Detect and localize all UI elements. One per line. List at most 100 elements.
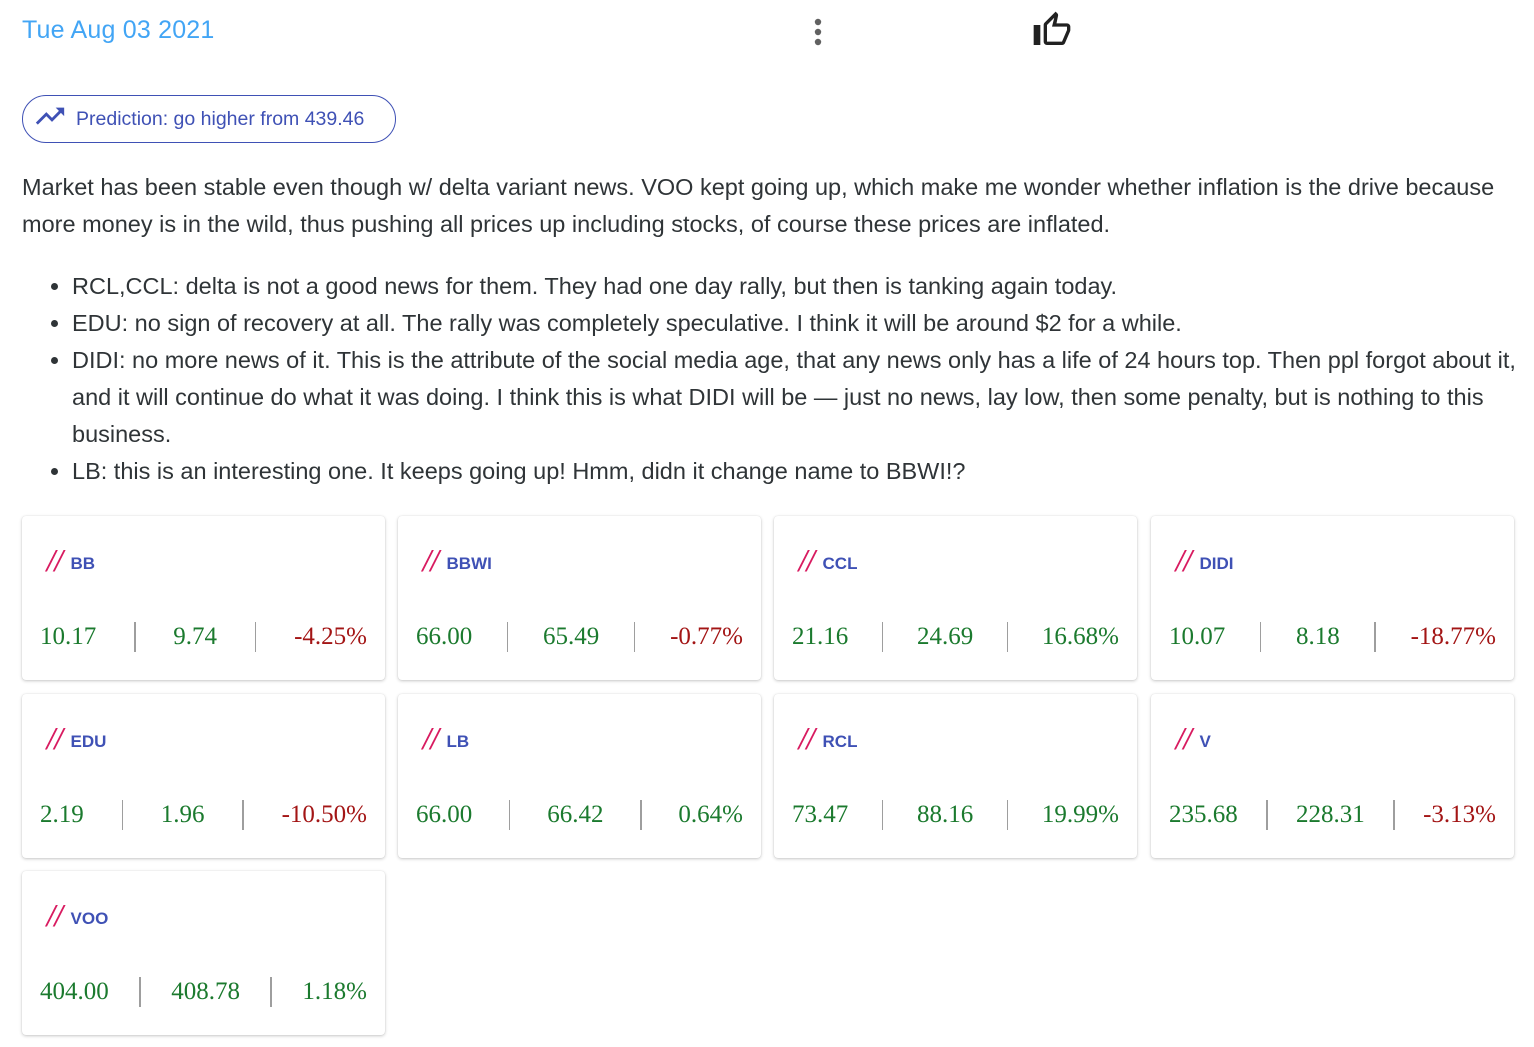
divider — [242, 800, 244, 830]
price-row: 10.07 8.18 -18.77% — [1169, 620, 1496, 654]
ticker-symbol[interactable]: EDU — [70, 732, 107, 751]
ticker-card-v[interactable]: // V 235.68 228.31 -3.13% — [1151, 694, 1514, 858]
list-item: EDU: no sign of recovery at all. The ral… — [72, 305, 1517, 342]
divider — [506, 622, 509, 652]
card-title: // EDU — [47, 724, 106, 754]
ticker-symbol[interactable]: RCL — [822, 732, 858, 751]
ticker-symbol[interactable]: VOO — [70, 909, 109, 928]
ticker-symbol[interactable]: LB — [446, 732, 470, 751]
price-row: 21.16 24.69 16.68% — [792, 620, 1119, 654]
ticker-card-lb[interactable]: // LB 66.00 66.42 0.64% — [398, 694, 761, 858]
price-row: 66.00 66.42 0.64% — [416, 798, 743, 832]
price-row: 235.68 228.31 -3.13% — [1169, 798, 1496, 832]
divider — [1374, 622, 1376, 652]
start-price: 235.68 — [1169, 801, 1238, 828]
percent-change: -4.25% — [294, 623, 367, 650]
start-price: 66.00 — [416, 623, 473, 650]
percent-change: -18.77% — [1410, 623, 1496, 650]
list-item: LB: this is an interesting one. It keeps… — [72, 453, 1517, 490]
slashes-decoration: // — [423, 546, 440, 576]
price-row: 66.00 65.49 -0.77% — [416, 620, 743, 654]
start-price: 10.07 — [1169, 623, 1226, 650]
end-price: 9.74 — [173, 623, 218, 650]
divider — [881, 800, 884, 830]
divider — [640, 800, 642, 830]
end-price: 65.49 — [543, 623, 600, 650]
entry-date: Tue Aug 03 2021 — [22, 16, 215, 44]
ticker-card-ccl[interactable]: // CCL 21.16 24.69 16.68% — [774, 516, 1137, 680]
entry-header: Tue Aug 03 2021 — [0, 0, 1534, 64]
card-title: // LB — [423, 724, 469, 754]
ticker-notes-list: RCL,CCL: delta is not a good news for th… — [22, 268, 1517, 490]
divider — [134, 622, 136, 652]
card-title: // VOO — [47, 901, 108, 931]
slashes-decoration: // — [1176, 724, 1193, 754]
start-price: 73.47 — [792, 801, 849, 828]
divider — [1006, 800, 1009, 830]
price-row: 10.17 9.74 -4.25% — [40, 620, 367, 654]
start-price: 404.00 — [40, 978, 109, 1005]
start-price: 10.17 — [40, 623, 97, 650]
price-row: 404.00 408.78 1.18% — [40, 975, 367, 1009]
divider — [254, 622, 257, 652]
divider — [633, 622, 636, 652]
slashes-decoration: // — [47, 546, 64, 576]
percent-change: 1.18% — [302, 978, 367, 1005]
price-row: 2.19 1.96 -10.50% — [40, 798, 367, 832]
card-title: // V — [1176, 724, 1211, 754]
divider — [1006, 622, 1009, 652]
divider — [139, 977, 141, 1007]
percent-change: 19.99% — [1041, 801, 1119, 828]
end-price: 24.69 — [916, 623, 974, 650]
card-title: // BBWI — [423, 546, 492, 576]
entry-paragraph: Market has been stable even though w/ de… — [22, 174, 1495, 237]
slashes-decoration: // — [47, 901, 64, 931]
start-price: 2.19 — [40, 801, 84, 828]
divider — [270, 977, 272, 1007]
start-price: 66.00 — [416, 801, 473, 828]
percent-change: -3.13% — [1423, 801, 1496, 828]
end-price: 408.78 — [171, 978, 240, 1005]
ticker-card-didi[interactable]: // DIDI 10.07 8.18 -18.77% — [1151, 516, 1514, 680]
start-price: 21.16 — [792, 623, 849, 650]
end-price: 228.31 — [1296, 801, 1365, 828]
divider — [121, 800, 124, 830]
slashes-decoration: // — [1176, 546, 1193, 576]
end-price: 88.16 — [916, 801, 974, 828]
percent-change: 16.68% — [1041, 623, 1119, 650]
slashes-decoration: // — [799, 546, 816, 576]
prediction-chip[interactable]: Prediction: go higher from 439.46 — [22, 95, 396, 143]
percent-change: 0.64% — [678, 801, 743, 828]
slashes-decoration: // — [47, 724, 64, 754]
card-title: // CCL — [799, 546, 857, 576]
divider — [1259, 622, 1262, 652]
card-title: // BB — [47, 546, 95, 576]
trending-up-icon — [35, 107, 65, 125]
slashes-decoration: // — [799, 724, 816, 754]
ticker-card-voo[interactable]: // VOO 404.00 408.78 1.18% — [22, 871, 385, 1035]
list-item: DIDI: no more news of it. This is the at… — [72, 342, 1517, 453]
prediction-label: Prediction: go higher from 439.46 — [76, 107, 365, 130]
divider — [881, 622, 884, 652]
end-price: 8.18 — [1296, 623, 1340, 650]
divider — [1393, 800, 1395, 830]
price-row: 73.47 88.16 19.99% — [792, 798, 1119, 832]
ticker-symbol[interactable]: DIDI — [1199, 554, 1234, 573]
more-vert-icon[interactable] — [806, 14, 830, 50]
percent-change: -0.77% — [670, 623, 743, 650]
ticker-card-rcl[interactable]: // RCL 73.47 88.16 19.99% — [774, 694, 1137, 858]
divider — [1266, 800, 1268, 830]
thumb-up-icon[interactable] — [1032, 10, 1072, 50]
ticker-card-bb[interactable]: // BB 10.17 9.74 -4.25% — [22, 516, 385, 680]
ticker-symbol[interactable]: V — [1199, 732, 1211, 751]
ticker-symbol[interactable]: BBWI — [446, 554, 492, 573]
ticker-symbol[interactable]: CCL — [822, 554, 858, 573]
list-item: RCL,CCL: delta is not a good news for th… — [72, 268, 1517, 305]
slashes-decoration: // — [423, 724, 440, 754]
card-title: // RCL — [799, 724, 857, 754]
ticker-card-edu[interactable]: // EDU 2.19 1.96 -10.50% — [22, 694, 385, 858]
end-price: 1.96 — [160, 801, 205, 828]
ticker-symbol[interactable]: BB — [70, 554, 96, 573]
entry-body: Market has been stable even though w/ de… — [22, 169, 1517, 243]
ticker-card-bbwi[interactable]: // BBWI 66.00 65.49 -0.77% — [398, 516, 761, 680]
